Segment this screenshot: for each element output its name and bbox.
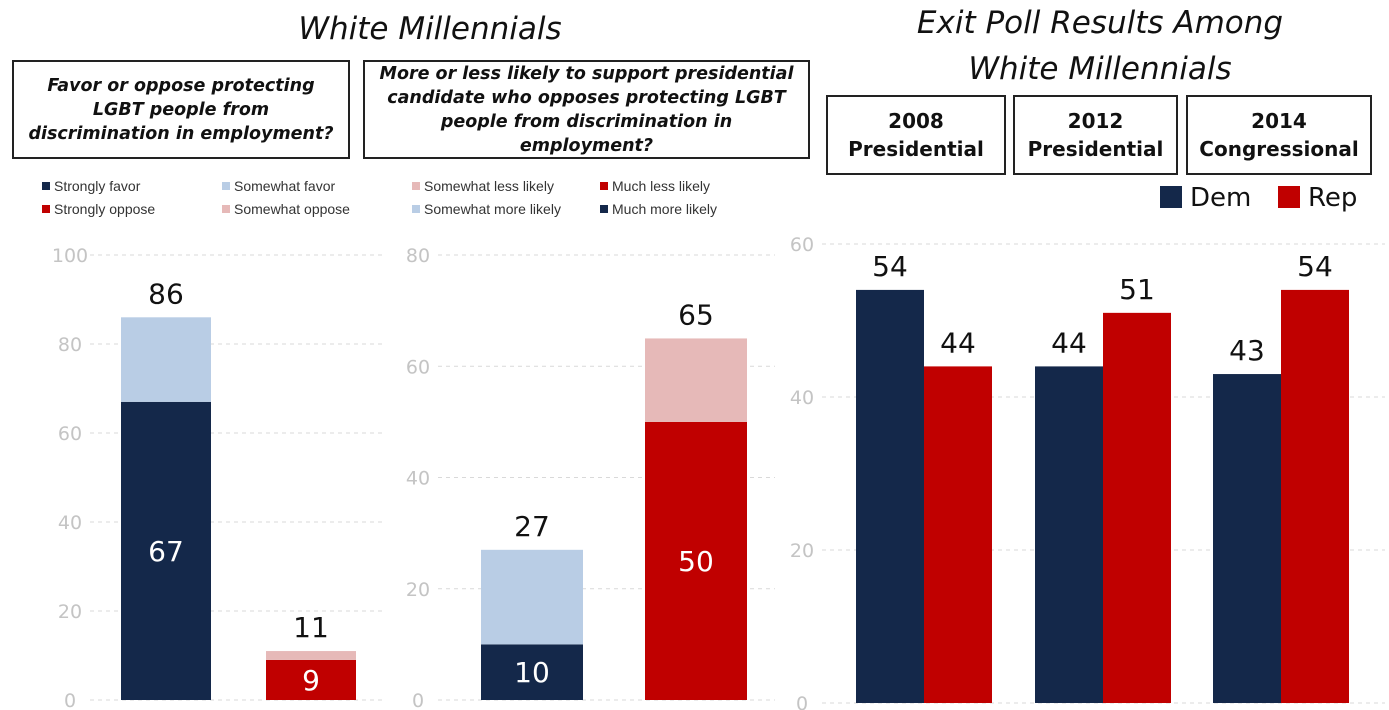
right-title-line1: Exit Poll Results Among [916,5,1284,41]
year-label: 2014 [1251,109,1307,133]
legend-rep: Rep [1278,183,1357,213]
legend-somewhat-more-likely: Somewhat more likely [412,200,561,218]
election-type-label: Presidential [1027,137,1164,161]
legend-dem: Dem [1160,183,1251,213]
legend-label: Much less likely [612,178,711,194]
data-label: 44 [1051,326,1087,359]
year-label: 2012 [1067,109,1124,133]
data-label: 54 [1297,250,1333,283]
data-label: 43 [1229,334,1265,367]
y-tick-label: 40 [406,468,430,490]
bar [856,289,924,703]
total-label: 65 [678,298,714,331]
legend-swatch [1278,186,1300,208]
bar-segment [266,659,356,700]
legend-label: Strongly oppose [54,201,156,217]
bar-segment [266,651,356,660]
data-label: 51 [1119,273,1155,306]
bar [1103,312,1171,703]
legend-swatch [600,182,608,190]
y-tick-label: 100 [52,245,88,267]
year-box-2012: 2012 Presidential [1013,95,1178,175]
left-title: White Millennials [298,11,562,47]
data-label: 44 [940,326,976,359]
bar [1213,374,1281,703]
y-tick-label: 20 [790,540,814,562]
y-tick-label: 0 [412,690,424,710]
legend-much-more-likely: Much more likely [600,200,717,218]
legend-strongly-oppose: Strongly oppose [42,200,155,218]
legend-swatch [412,205,420,213]
bar-segment [481,549,583,645]
question-box-2: More or less likely to support president… [363,60,810,159]
bar [1281,289,1349,703]
bar [1035,366,1103,703]
data-label: 67 [148,535,184,568]
total-label: 11 [293,611,329,644]
election-type-label: Presidential [848,137,984,161]
election-type-label: Congressional [1199,137,1359,161]
bar-segment [121,401,211,700]
y-tick-label: 0 [796,693,808,710]
bar [924,366,992,703]
year-box-2008: 2008 Presidential [826,95,1006,175]
legend-swatch [412,182,420,190]
y-tick-label: 80 [58,334,82,356]
right-title-line2: White Millennials [968,51,1232,87]
bar-segment [481,644,583,700]
legend-much-less-likely: Much less likely [600,177,710,195]
legend-swatch [1160,186,1182,208]
legend-label: Rep [1308,183,1358,213]
bar-segment [645,338,747,422]
data-label: 50 [678,545,714,578]
legend-label: Dem [1190,183,1252,213]
legend-label: Somewhat oppose [234,201,350,217]
y-tick-label: 40 [790,387,814,409]
legend-somewhat-less-likely: Somewhat less likely [412,177,554,195]
legend-swatch [42,205,50,213]
legend-label: Somewhat favor [234,178,336,194]
bar-segment [645,421,747,700]
legend-swatch [222,205,230,213]
y-tick-label: 60 [58,423,82,445]
year-label: 2008 [888,109,944,133]
y-tick-label: 80 [406,245,430,267]
total-label: 86 [148,277,184,310]
legend-swatch [600,205,608,213]
legend-somewhat-oppose: Somewhat oppose [222,200,350,218]
y-tick-label: 40 [58,512,82,534]
y-tick-label: 20 [58,601,82,623]
legend-label: Strongly favor [54,178,141,194]
y-tick-label: 20 [406,579,430,601]
data-label: 54 [872,250,908,283]
y-tick-label: 60 [790,234,814,256]
legend-swatch [42,182,50,190]
data-label: 9 [302,664,320,697]
y-tick-label: 0 [64,690,76,710]
bar-segment [121,317,211,402]
legend-strongly-favor: Strongly favor [42,177,140,195]
data-label: 10 [514,656,550,689]
legend-somewhat-favor: Somewhat favor [222,177,335,195]
question-box-1: Favor or oppose protecting LGBT people f… [12,60,350,159]
y-tick-label: 60 [406,356,430,378]
legend-label: Much more likely [612,201,718,217]
legend-label: Somewhat less likely [424,178,554,194]
legend-label: Somewhat more likely [424,201,561,217]
total-label: 27 [514,510,550,543]
year-box-2014: 2014 Congressional [1186,95,1372,175]
legend-swatch [222,182,230,190]
